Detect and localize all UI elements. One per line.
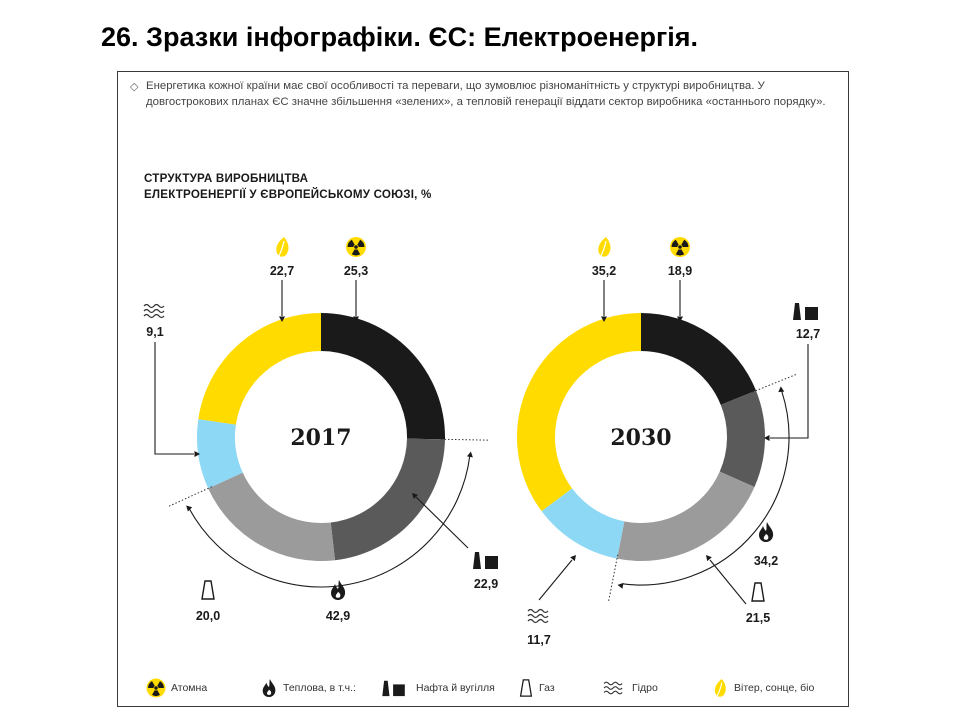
renewables-icon xyxy=(276,237,289,257)
infographic-panel: ◇ Енергетика кожної країни має свої особ… xyxy=(117,71,849,707)
leaf-icon xyxy=(714,679,726,697)
label-thermal-total-2030: 34,2 xyxy=(754,554,778,568)
legend-label-thermal: Теплова, в т.ч.: xyxy=(283,682,356,694)
thermal-boundary-line-1 xyxy=(607,554,619,602)
arrowhead-renewables xyxy=(278,316,286,322)
label-renewables-2030: 35,2 xyxy=(592,264,616,278)
arrow-hydro xyxy=(154,342,194,455)
nuclear-icon xyxy=(346,237,366,257)
thermal-boundary-line-0 xyxy=(752,373,797,393)
arrow-hydro-2030 xyxy=(538,559,573,601)
arrowhead-hydro xyxy=(194,450,200,458)
gas-icon-2030 xyxy=(751,582,765,602)
arrowhead-renewables-2030 xyxy=(600,316,608,322)
flame-icon xyxy=(262,679,276,697)
hydro-icon xyxy=(143,303,165,319)
legend-item-thermal: Теплова, в т.ч.: xyxy=(260,678,356,698)
label-nuclear-2030: 18,9 xyxy=(668,264,692,278)
donut-segment-renewables xyxy=(517,313,641,512)
legend-item-hydro: Гідро xyxy=(601,678,658,698)
bullet-diamond-icon: ◇ xyxy=(130,81,139,93)
donut-segment-gas xyxy=(616,471,755,561)
label-hydro-2030: 11,7 xyxy=(527,633,551,647)
chart-title-line-2: ЕЛЕКТРОЕНЕРГІЇ У ЄВРОПЕЙСЬКОМУ СОЮЗІ, % xyxy=(144,188,432,201)
arrow-gas-2030 xyxy=(709,559,747,605)
flame-icon-2030 xyxy=(759,522,774,542)
thermal-range-arc xyxy=(188,455,471,588)
coal-oil-icon-2017 xyxy=(473,552,498,569)
thermal-arc-head-end-2030 xyxy=(617,582,624,589)
arrowhead-coal-oil xyxy=(412,493,419,500)
arrowhead-nuclear-2030 xyxy=(676,316,684,322)
radiation-icon xyxy=(146,678,166,698)
label-coal-oil: 22,9 xyxy=(474,577,498,591)
donut-center-label: 2017 xyxy=(290,425,351,451)
thermal-range-arc-2030 xyxy=(622,391,790,586)
label-gas-2030: 21,5 xyxy=(746,611,770,625)
donut-center-label: 2030 xyxy=(610,425,671,451)
donut-segment-coal_oil xyxy=(330,438,445,561)
intro-text-block: ◇ Енергетика кожної країни має свої особ… xyxy=(130,79,836,110)
donut-segment-nuclear xyxy=(641,313,757,405)
nuclear-icon-2030 xyxy=(670,237,690,257)
arrow-coal-oil-2030 xyxy=(770,344,809,439)
label-renewables: 22,7 xyxy=(270,264,294,278)
donut-segment-nuclear xyxy=(321,313,445,440)
waves-icon xyxy=(603,681,623,695)
chart-title-line-1: СТРУКТУРА ВИРОБНИЦТВА xyxy=(144,172,309,185)
thermal-arc-head-end xyxy=(186,505,193,512)
gas-tower-icon xyxy=(519,679,533,697)
donut-chart-2017: 2017 22,7 25,3 9,1 22,9 20,0 42,9 xyxy=(143,237,498,623)
legend-label-hydro: Гідро xyxy=(632,682,658,694)
legend-label-nuclear: Атомна xyxy=(171,682,208,694)
arrowhead-hydro-2030 xyxy=(570,555,576,562)
hydro-icon-2030 xyxy=(527,608,549,624)
renewables-icon-2030 xyxy=(598,237,611,257)
donut-charts: 2017 22,7 25,3 9,1 22,9 20,0 42,9 2030 35,2 18,9 1… xyxy=(143,237,820,647)
donut-segment-gas xyxy=(208,472,335,561)
thermal-boundary-line-0 xyxy=(440,438,489,441)
thermal-arc-head-start xyxy=(466,451,473,458)
label-hydro: 9,1 xyxy=(146,325,163,339)
flame-icon-2017 xyxy=(331,580,346,600)
donut-segment-hydro xyxy=(541,488,625,559)
thermal-arc-head-start-2030 xyxy=(778,386,785,393)
thermal-boundary-line-1 xyxy=(167,486,212,508)
legend-label-renewables: Вітер, сонце, біо xyxy=(734,682,815,694)
legend-label-gas: Газ xyxy=(539,682,555,694)
donut-segment-renewables xyxy=(198,313,321,425)
arrowhead-coal-oil-2030 xyxy=(764,434,770,442)
gas-icon-2017 xyxy=(201,580,215,600)
intro-text: Енергетика кожної країни має свої особли… xyxy=(146,80,826,108)
arrowhead-gas-2030 xyxy=(706,555,712,562)
slide-title: 26. Зразки інфографіки. ЄС: Електроенерг… xyxy=(101,22,698,52)
label-thermal-total: 42,9 xyxy=(326,609,350,623)
coal-oil-icon xyxy=(382,680,405,697)
donut-chart-2030: 2030 35,2 18,9 12,7 11,7 34,2 21,5 xyxy=(517,237,820,647)
coal-oil-icon-2030 xyxy=(793,303,818,320)
legend-item-renewables: Вітер, сонце, біо xyxy=(711,678,814,698)
label-nuclear: 25,3 xyxy=(344,264,368,278)
legend-item-gas: Газ xyxy=(518,678,555,698)
legend: Атомна Теплова, в т.ч.: Нафта й вугілля … xyxy=(144,678,844,702)
arrowhead-nuclear xyxy=(352,316,360,322)
legend-item-nuclear: Атомна xyxy=(146,678,207,698)
chart-title: СТРУКТУРА ВИРОБНИЦТВА ЕЛЕКТРОЕНЕРГІЇ У Є… xyxy=(144,171,431,203)
donut-segment-coal_oil xyxy=(719,390,765,487)
label-coal-oil-2030: 12,7 xyxy=(796,327,820,341)
legend-item-coal-oil: Нафта й вугілля xyxy=(377,678,495,698)
label-gas: 20,0 xyxy=(196,609,220,623)
legend-label-coal-oil: Нафта й вугілля xyxy=(416,682,495,694)
donut-segment-hydro xyxy=(197,419,243,489)
arrow-coal-oil xyxy=(415,496,469,549)
